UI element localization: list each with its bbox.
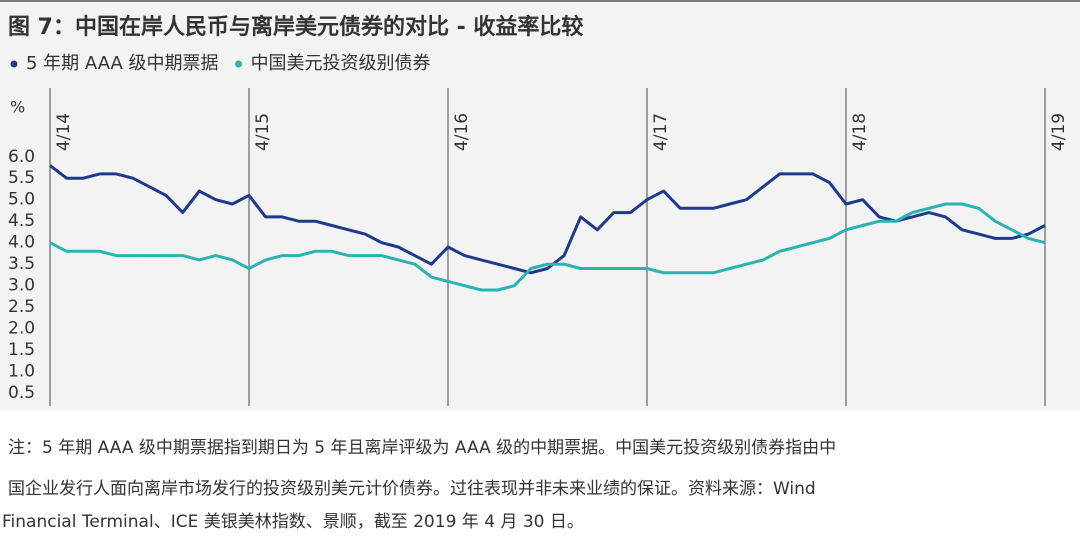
series-line [49, 164, 1046, 275]
x-tick-label: 4/16 [452, 113, 472, 151]
y-tick-label: 3.0 [8, 276, 35, 296]
y-tick-label: 0.5 [8, 383, 35, 403]
y-tick-label: 5.5 [8, 168, 35, 188]
x-tick-label: 4/19 [1049, 113, 1069, 151]
x-tick-label: 4/17 [651, 113, 671, 151]
note-line: Financial Terminal、ICE 美银美林指数、景顺，截至 2019… [2, 512, 584, 532]
y-tick-label: 4.0 [8, 233, 35, 253]
legend-marker [235, 60, 243, 68]
y-tick-label: 4.5 [8, 211, 35, 231]
legend-label: 中国美元投资级别债券 [251, 53, 431, 74]
y-tick-label: 2.0 [8, 319, 35, 339]
x-tick-label: 4/15 [253, 113, 273, 151]
note-line: 注：5 年期 AAA 级中期票据指到期日为 5 年且离岸评级为 AAA 级的中期… [8, 438, 836, 458]
x-tick-label: 4/14 [54, 113, 74, 151]
y-tick-label: 3.5 [8, 254, 35, 274]
series-line [49, 202, 1046, 292]
x-tick-label: 4/18 [850, 113, 870, 151]
legend-marker [10, 60, 18, 68]
y-tick-label: 1.5 [8, 340, 35, 360]
y-tick-label: 5.0 [8, 190, 35, 210]
note-line: 国企业发行人面向离岸市场发行的投资级别美元计价债券。过往表现并非未来业绩的保证。… [8, 479, 816, 499]
legend-label: 5 年期 AAA 级中期票据 [26, 53, 219, 74]
chart-title: 图 7：中国在岸人民币与离岸美元债券的对比 - 收益率比较 [8, 14, 583, 40]
y-tick-label: 1.0 [8, 362, 35, 382]
y-tick-label: 2.5 [8, 297, 35, 317]
y-axis-label: % [10, 98, 25, 117]
y-tick-label: 6.0 [8, 147, 35, 167]
chart-background [0, 0, 1080, 410]
